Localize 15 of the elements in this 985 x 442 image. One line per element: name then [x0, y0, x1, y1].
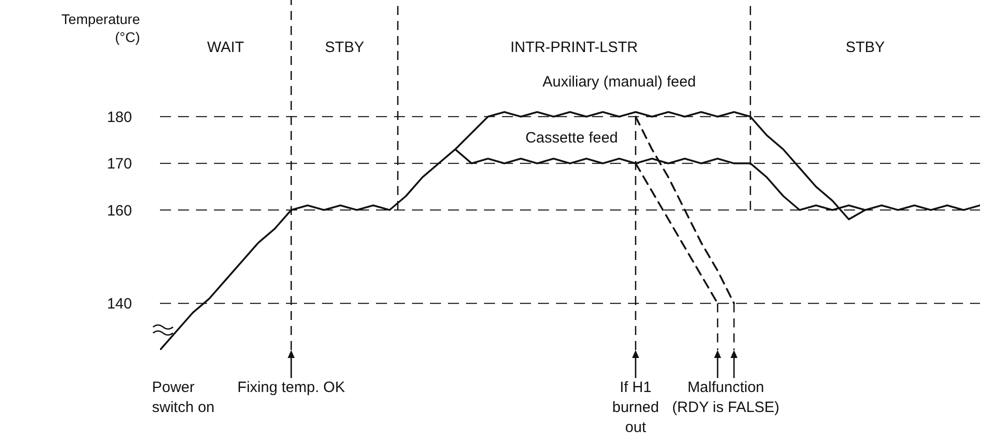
- annotation: WAIT: [207, 39, 244, 56]
- y-tick-label: 180: [106, 108, 132, 126]
- text: Power switch on: [152, 379, 215, 416]
- annotation: STBY: [324, 39, 364, 56]
- annotation: INTR-PRINT-LSTR: [510, 39, 638, 56]
- text: If H1 burned out: [612, 379, 659, 436]
- y-tick-label: 170: [106, 156, 132, 173]
- text: Malfunction (RDY is FALSE): [672, 379, 780, 416]
- y-axis-title: Temperature (°C): [60, 10, 140, 46]
- text: Fixing temp. OK: [237, 379, 345, 396]
- annotation: Auxiliary (manual) feed: [542, 74, 696, 91]
- y-tick-label: 160: [106, 202, 132, 220]
- y-tick-label: 140: [106, 296, 132, 313]
- annotation: Cassette feed: [525, 130, 618, 147]
- annotation: STBY: [846, 39, 885, 56]
